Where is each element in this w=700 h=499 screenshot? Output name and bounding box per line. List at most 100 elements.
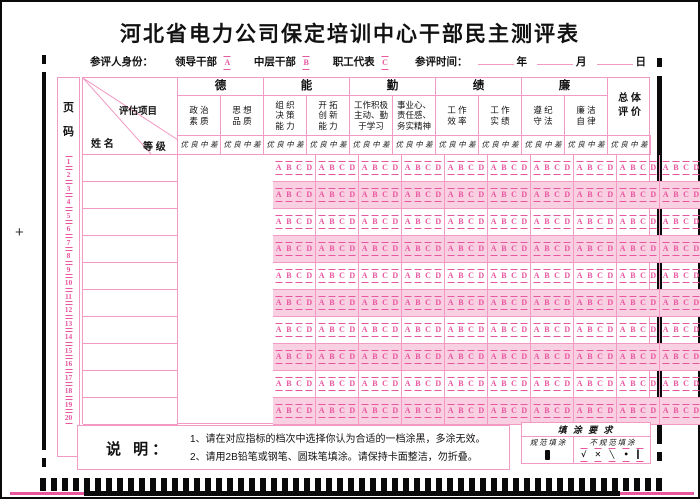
answer-bubble-d[interactable]: D [392, 243, 399, 253]
answer-bubble-d[interactable]: D [392, 297, 399, 307]
answer-bubble-b[interactable]: B [286, 351, 292, 361]
answer-bubble-b[interactable]: B [630, 324, 636, 334]
answer-bubble-d[interactable]: D [607, 243, 614, 253]
page-number-bubble[interactable]: 13 [58, 317, 79, 331]
answer-bubble-b[interactable]: B [458, 189, 464, 199]
page-number-bubble[interactable]: 9 [58, 263, 79, 277]
answer-bubble-b[interactable]: B [544, 270, 550, 280]
page-number-bubble[interactable]: 3 [58, 182, 79, 196]
answer-bubble-c[interactable]: C [339, 216, 345, 226]
answer-bubble-a[interactable]: A [490, 405, 497, 415]
answer-bubble-d[interactable]: D [306, 243, 313, 253]
answer-bubble-b[interactable]: B [544, 216, 550, 226]
answer-bubble-d[interactable]: D [349, 405, 356, 415]
answer-bubble-a[interactable]: A [576, 297, 583, 307]
answer-bubble-c[interactable]: C [597, 297, 603, 307]
answer-bubble-b[interactable]: B [630, 297, 636, 307]
answer-bubble-c[interactable]: C [382, 189, 388, 199]
answer-bubble-a[interactable]: A [404, 243, 411, 253]
answer-bubble-a[interactable]: A [619, 324, 626, 334]
answer-bubble-c[interactable]: C [468, 216, 474, 226]
page-number-bubble[interactable]: 8 [58, 249, 79, 263]
answer-bubble-a[interactable]: A [275, 324, 282, 334]
answer-bubble-c[interactable]: C [468, 324, 474, 334]
answer-bubble-b[interactable]: B [372, 324, 378, 334]
answer-bubble-b[interactable]: B [544, 189, 550, 199]
answer-bubble-d[interactable]: D [478, 162, 485, 172]
answer-bubble-c[interactable]: C [640, 378, 646, 388]
answer-bubble-c[interactable]: C [640, 405, 646, 415]
answer-bubble-b[interactable]: B [673, 216, 679, 226]
answer-bubble-a[interactable]: A [404, 405, 411, 415]
answer-bubble-a[interactable]: A [619, 351, 626, 361]
answer-bubble-a[interactable]: A [533, 243, 540, 253]
answer-bubble-d[interactable]: D [607, 324, 614, 334]
answer-bubble-c[interactable]: C [425, 270, 431, 280]
answer-bubble-c[interactable]: C [683, 378, 689, 388]
answer-bubble-b[interactable]: B [329, 405, 335, 415]
answer-bubble-c[interactable]: C [511, 351, 517, 361]
page-number-bubble[interactable]: 20 [58, 411, 79, 425]
answer-bubble-d[interactable]: D [392, 189, 399, 199]
answer-bubble-b[interactable]: B [630, 243, 636, 253]
page-number-bubble[interactable]: 2 [58, 168, 79, 182]
answer-bubble-c[interactable]: C [296, 270, 302, 280]
answer-bubble-d[interactable]: D [564, 189, 571, 199]
answer-bubble-d[interactable]: D [478, 189, 485, 199]
answer-bubble-b[interactable]: B [415, 270, 421, 280]
answer-bubble-a[interactable]: A [533, 378, 540, 388]
answer-bubble-d[interactable]: D [693, 297, 700, 307]
page-number-bubble[interactable]: 14 [58, 330, 79, 344]
answer-bubble-d[interactable]: D [435, 162, 442, 172]
answer-bubble-a[interactable]: A [662, 270, 669, 280]
answer-bubble-a[interactable]: A [404, 270, 411, 280]
answer-bubble-c[interactable]: C [511, 270, 517, 280]
page-number-bubble[interactable]: 19 [58, 398, 79, 412]
answer-bubble-b[interactable]: B [286, 216, 292, 226]
answer-bubble-c[interactable]: C [640, 243, 646, 253]
answer-bubble-a[interactable]: A [275, 189, 282, 199]
answer-bubble-d[interactable]: D [650, 297, 657, 307]
answer-bubble-c[interactable]: C [425, 405, 431, 415]
answer-bubble-c[interactable]: C [511, 378, 517, 388]
page-number-bubble[interactable]: 1 [58, 155, 79, 169]
answer-bubble-c[interactable]: C [339, 405, 345, 415]
name-cell-row-8[interactable] [83, 343, 178, 371]
answer-bubble-a[interactable]: A [533, 216, 540, 226]
answer-bubble-d[interactable]: D [564, 324, 571, 334]
answer-bubble-c[interactable]: C [597, 189, 603, 199]
answer-bubble-a[interactable]: A [533, 324, 540, 334]
answer-bubble-b[interactable]: B [587, 297, 593, 307]
answer-bubble-b[interactable]: B [630, 189, 636, 199]
answer-bubble-c[interactable]: C [296, 162, 302, 172]
answer-bubble-b[interactable]: B [286, 378, 292, 388]
answer-bubble-a[interactable]: A [533, 162, 540, 172]
answer-bubble-d[interactable]: D [693, 243, 700, 253]
page-number-bubble[interactable]: 18 [58, 384, 79, 398]
page-number-bubble[interactable]: 4 [58, 195, 79, 209]
answer-bubble-c[interactable]: C [339, 162, 345, 172]
answer-bubble-c[interactable]: C [382, 405, 388, 415]
identity-bubble-c[interactable]: C [382, 58, 388, 67]
answer-bubble-b[interactable]: B [372, 162, 378, 172]
answer-bubble-b[interactable]: B [458, 216, 464, 226]
answer-bubble-b[interactable]: B [544, 405, 550, 415]
answer-bubble-c[interactable]: C [382, 162, 388, 172]
answer-bubble-a[interactable]: A [533, 405, 540, 415]
answer-bubble-d[interactable]: D [478, 243, 485, 253]
answer-bubble-d[interactable]: D [607, 270, 614, 280]
answer-bubble-a[interactable]: A [576, 189, 583, 199]
answer-bubble-d[interactable]: D [349, 378, 356, 388]
answer-bubble-c[interactable]: C [339, 378, 345, 388]
answer-bubble-d[interactable]: D [392, 351, 399, 361]
answer-bubble-a[interactable]: A [275, 378, 282, 388]
answer-bubble-d[interactable]: D [306, 405, 313, 415]
answer-bubble-d[interactable]: D [693, 324, 700, 334]
answer-bubble-b[interactable]: B [372, 216, 378, 226]
answer-bubble-d[interactable]: D [521, 378, 528, 388]
answer-bubble-a[interactable]: A [662, 162, 669, 172]
answer-bubble-a[interactable]: A [318, 162, 325, 172]
answer-bubble-c[interactable]: C [468, 297, 474, 307]
answer-bubble-a[interactable]: A [275, 216, 282, 226]
answer-bubble-c[interactable]: C [339, 324, 345, 334]
